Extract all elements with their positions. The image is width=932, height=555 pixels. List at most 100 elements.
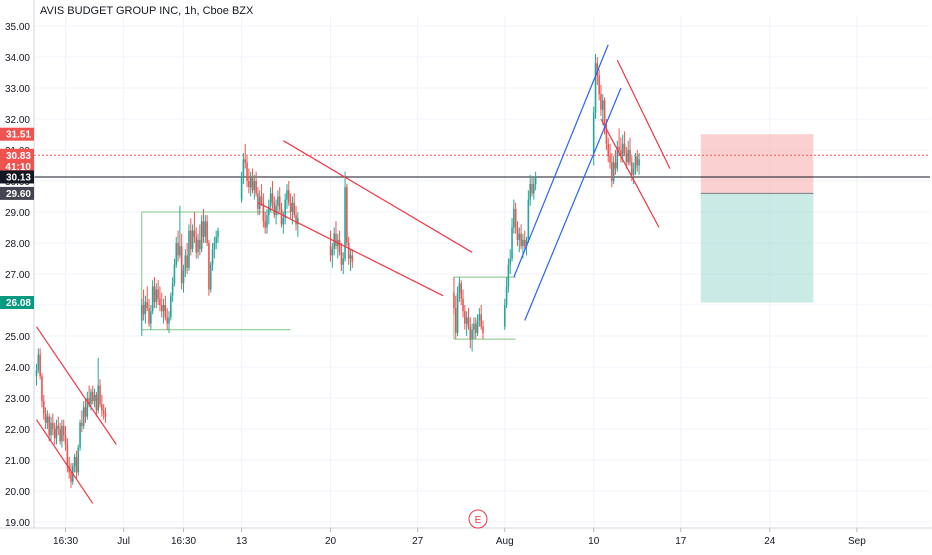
candle-body xyxy=(347,243,350,259)
candle-body xyxy=(623,143,626,154)
candle-body xyxy=(104,413,107,417)
candle-body xyxy=(151,286,154,312)
x-tick-label: 10 xyxy=(588,536,600,547)
candle-body xyxy=(70,472,72,482)
price-label-bg xyxy=(0,159,34,173)
trendline-blue[interactable] xyxy=(524,87,622,321)
candle-body xyxy=(601,100,604,110)
candle-body xyxy=(454,308,457,333)
candle-body xyxy=(66,444,69,467)
candle-body xyxy=(284,199,286,219)
price-label-bg xyxy=(0,148,34,162)
trendline-red[interactable] xyxy=(616,59,671,169)
candle-body xyxy=(636,156,639,166)
candle-body xyxy=(253,181,256,191)
candle-body xyxy=(474,323,477,333)
candle-body xyxy=(177,243,179,256)
candle-body xyxy=(213,243,216,250)
trendline-red[interactable] xyxy=(600,118,660,228)
candle-body xyxy=(465,317,468,324)
price-label-bg xyxy=(0,170,34,184)
candle-body xyxy=(39,354,41,377)
candle-body xyxy=(277,196,279,206)
candle-body xyxy=(184,255,187,271)
candle-body xyxy=(295,215,297,225)
y-tick-label: 23.00 xyxy=(5,394,30,405)
candle-body xyxy=(53,429,56,439)
candle-body xyxy=(609,156,611,163)
candle-body xyxy=(607,143,610,157)
candle-body xyxy=(594,63,597,113)
candle-body xyxy=(473,323,475,330)
candle-body xyxy=(458,283,461,293)
candle-body xyxy=(529,184,531,200)
candle-body xyxy=(35,370,38,377)
candle-body xyxy=(462,298,464,312)
candle-body xyxy=(460,283,463,299)
trendline-red[interactable] xyxy=(36,326,117,445)
candle-body xyxy=(351,255,354,262)
candle-body xyxy=(197,239,199,253)
candle-body xyxy=(79,422,81,448)
candle-body xyxy=(523,239,526,247)
candle-body xyxy=(211,249,214,265)
candle-body xyxy=(246,162,248,181)
position-tool[interactable] xyxy=(700,134,814,303)
candle-body xyxy=(64,435,67,445)
candle-body xyxy=(173,264,176,284)
stop-loss-zone[interactable] xyxy=(700,134,814,194)
x-tick-label: 27 xyxy=(412,536,424,547)
candle-body xyxy=(97,385,100,411)
candle-body xyxy=(41,376,43,402)
candle-body xyxy=(242,159,245,178)
take-profit-zone[interactable] xyxy=(700,193,814,303)
candle-body xyxy=(297,218,299,225)
candle-body xyxy=(287,190,290,203)
y-tick-label: 21.00 xyxy=(5,456,30,467)
candle-body xyxy=(505,286,508,305)
candle-body xyxy=(208,243,210,290)
earnings-marker[interactable]: E xyxy=(468,509,488,529)
candle-body xyxy=(271,193,274,203)
trendlines[interactable] xyxy=(36,44,671,504)
candle-body xyxy=(534,177,537,185)
candle-body xyxy=(612,162,615,181)
candle-body xyxy=(153,286,156,302)
y-tick-label: 20.00 xyxy=(5,487,30,498)
price-label-text: 29.60 xyxy=(6,189,31,200)
y-tick-label: 24.00 xyxy=(5,363,30,374)
candle-body xyxy=(182,270,185,284)
trendline-red[interactable] xyxy=(283,140,473,253)
chart-title: AVIS BUDGET GROUP INC, 1h, Cboe BZX xyxy=(40,5,254,17)
price-label-text: 41:10 xyxy=(5,162,31,173)
x-tick-label: 16:30 xyxy=(171,536,196,547)
candle-body xyxy=(293,202,296,216)
trendline-red[interactable] xyxy=(257,202,444,297)
candle-body xyxy=(638,159,640,166)
candle-body xyxy=(525,239,528,247)
candle-body xyxy=(464,311,466,324)
candle-body xyxy=(625,153,628,163)
price-label-text: 30.13 xyxy=(6,172,31,183)
candle-body xyxy=(77,447,80,473)
trendline-blue[interactable] xyxy=(513,44,609,278)
earnings-marker-circle[interactable] xyxy=(468,509,488,529)
candle-body xyxy=(199,239,201,250)
trendline-red[interactable] xyxy=(36,419,94,504)
candle-body xyxy=(52,422,54,429)
candle-body xyxy=(84,407,87,417)
candle-body xyxy=(193,230,196,237)
candle-body xyxy=(146,301,149,309)
x-tick-label: Aug xyxy=(496,536,514,547)
y-tick-label: 22.00 xyxy=(5,425,30,436)
candle-body xyxy=(507,264,510,287)
candle-body xyxy=(255,181,257,194)
candle-body xyxy=(188,230,190,268)
candle-body xyxy=(48,416,51,436)
range-boxes[interactable] xyxy=(141,211,516,340)
candle-body xyxy=(140,305,143,321)
candle-body xyxy=(142,305,145,315)
candle-body xyxy=(509,258,512,265)
